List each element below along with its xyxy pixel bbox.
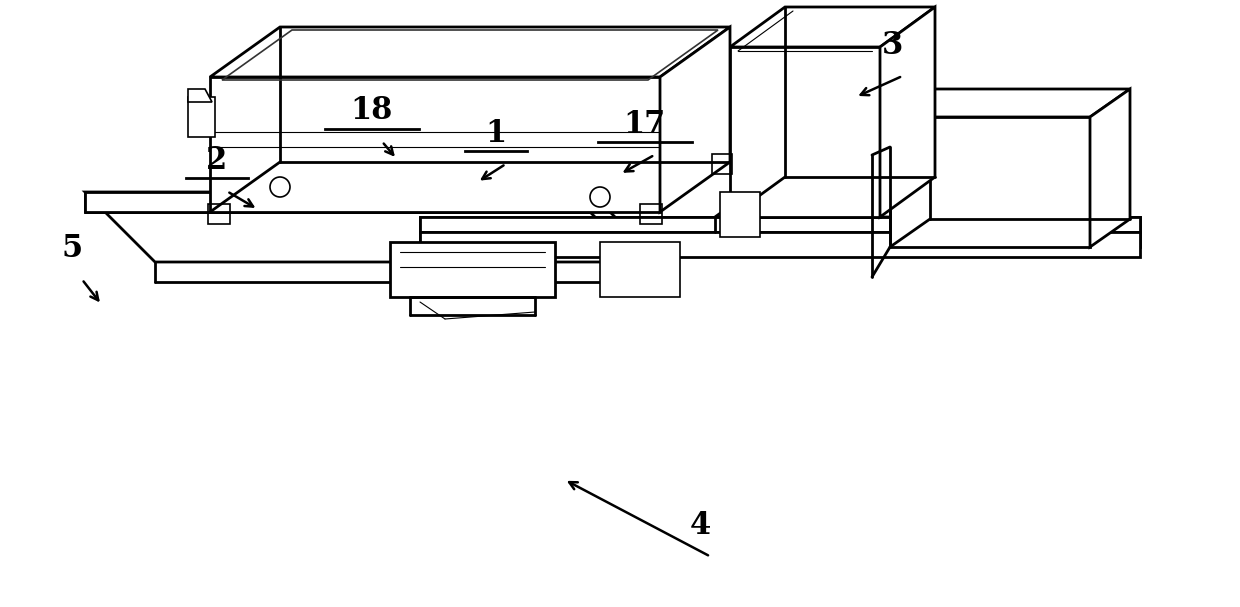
Text: 2: 2 bbox=[206, 145, 228, 176]
Polygon shape bbox=[890, 117, 1090, 247]
Polygon shape bbox=[420, 217, 1140, 247]
Text: 5: 5 bbox=[61, 233, 83, 264]
Polygon shape bbox=[660, 27, 730, 212]
Polygon shape bbox=[1090, 89, 1130, 247]
Text: 17: 17 bbox=[624, 109, 666, 140]
Polygon shape bbox=[188, 97, 215, 137]
Polygon shape bbox=[880, 7, 935, 217]
Polygon shape bbox=[210, 77, 660, 212]
Text: 4: 4 bbox=[689, 510, 712, 541]
Polygon shape bbox=[188, 89, 212, 102]
Polygon shape bbox=[420, 232, 1140, 257]
Text: 18: 18 bbox=[351, 95, 393, 126]
Polygon shape bbox=[730, 47, 880, 217]
Polygon shape bbox=[420, 217, 1140, 232]
Polygon shape bbox=[715, 177, 955, 217]
Polygon shape bbox=[730, 7, 935, 47]
Polygon shape bbox=[720, 192, 760, 237]
Text: 1: 1 bbox=[485, 118, 507, 149]
Polygon shape bbox=[890, 89, 1130, 117]
Text: 3: 3 bbox=[882, 30, 904, 61]
Polygon shape bbox=[86, 192, 590, 212]
Polygon shape bbox=[86, 192, 660, 262]
Polygon shape bbox=[391, 242, 556, 297]
Polygon shape bbox=[210, 27, 730, 77]
Polygon shape bbox=[600, 242, 680, 297]
